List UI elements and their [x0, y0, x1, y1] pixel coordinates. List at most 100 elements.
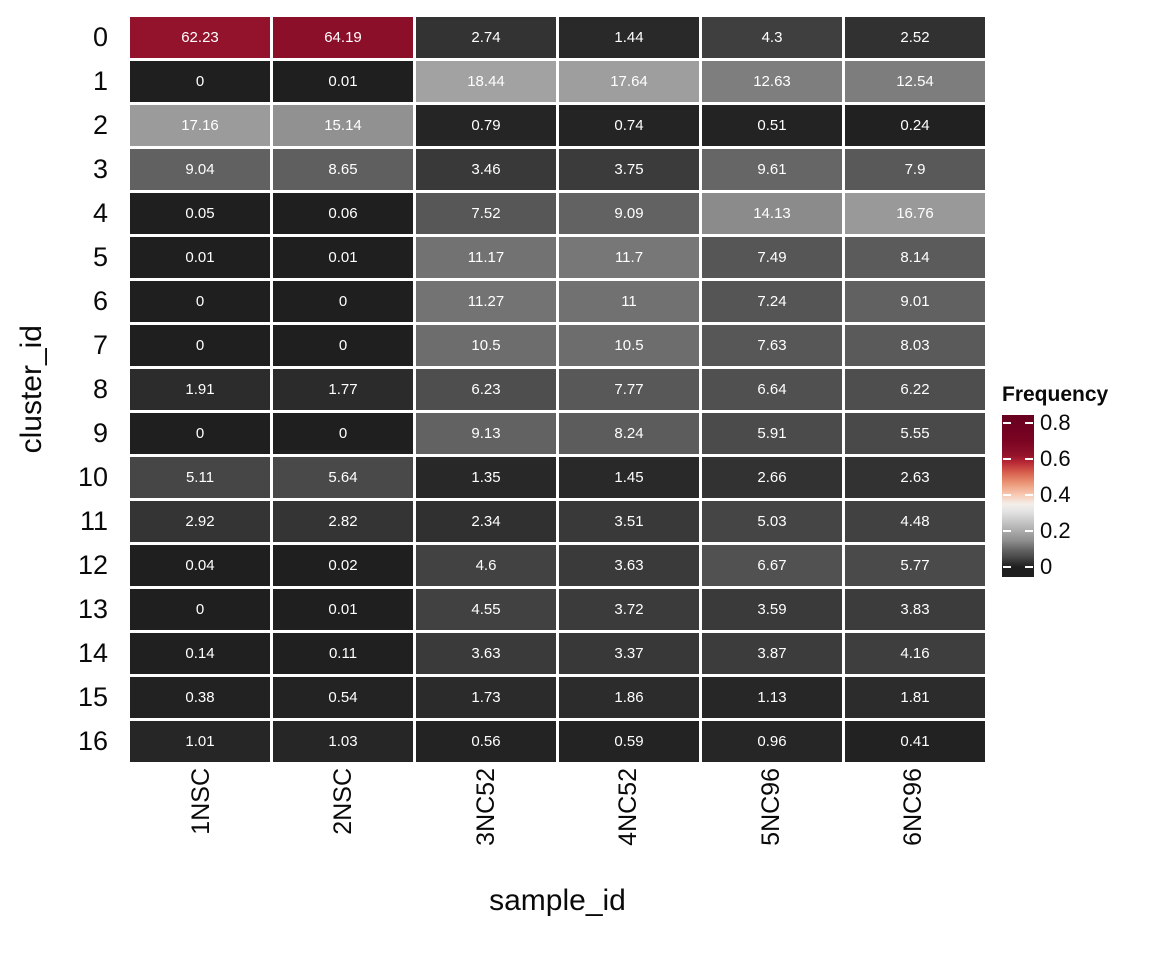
column-tick-slot: 3NC52 [415, 768, 558, 893]
heatmap-cell: 0 [130, 281, 270, 322]
row-tick-label: 13 [77, 594, 108, 624]
legend-tick-label: 0.6 [1040, 445, 1071, 471]
x-axis-title: sample_id [489, 884, 626, 917]
heatmap-cell: 0.11 [273, 633, 413, 674]
heatmap-cell: 12.54 [845, 61, 985, 102]
heatmap-cell: 3.37 [559, 633, 699, 674]
heatmap-cell: 11.27 [416, 281, 556, 322]
legend-tick-mark [1025, 565, 1033, 568]
heatmap-cell: 18.44 [416, 61, 556, 102]
heatmap-cell: 1.35 [416, 457, 556, 498]
legend-tick-mark [1003, 457, 1011, 460]
column-tick-slot: 2NSC [273, 768, 416, 893]
heatmap-cell: 3.87 [702, 633, 842, 674]
heatmap-cell: 15.14 [273, 105, 413, 146]
heatmap-cell: 1.81 [845, 677, 985, 718]
row-tick-label: 15 [77, 682, 108, 712]
legend-colorbar [1002, 415, 1034, 577]
heatmap-cell: 7.77 [559, 369, 699, 410]
heatmap-cell: 2.74 [416, 17, 556, 58]
column-tick-label: 2NSC [329, 768, 358, 835]
heatmap-cell: 6.22 [845, 369, 985, 410]
heatmap-cell: 0.54 [273, 677, 413, 718]
heatmap-cell: 0.51 [702, 105, 842, 146]
heatmap-cell: 0 [130, 61, 270, 102]
column-tick-slot: 4NC52 [558, 768, 701, 893]
heatmap-cell: 6.23 [416, 369, 556, 410]
row-tick-label: 2 [92, 110, 108, 140]
heatmap-cell: 5.77 [845, 545, 985, 586]
legend-tick-mark [1025, 421, 1033, 424]
legend-tick-mark [1025, 457, 1033, 460]
heatmap-cell: 4.48 [845, 501, 985, 542]
heatmap-cell: 1.91 [130, 369, 270, 410]
row-tick-label: 14 [77, 638, 108, 668]
heatmap-cell: 8.03 [845, 325, 985, 366]
row-tick-label: 7 [92, 330, 108, 360]
heatmap-cell: 3.75 [559, 149, 699, 190]
heatmap-cell: 7.9 [845, 149, 985, 190]
heatmap-cell: 9.61 [702, 149, 842, 190]
row-tick-label: 3 [92, 154, 108, 184]
heatmap-cell: 62.23 [130, 17, 270, 58]
heatmap-cell: 1.03 [273, 721, 413, 762]
heatmap-cell: 0.14 [130, 633, 270, 674]
heatmap-cell: 6.67 [702, 545, 842, 586]
heatmap-cell: 0.04 [130, 545, 270, 586]
heatmap-cell: 2.52 [845, 17, 985, 58]
heatmap-cell: 0.79 [416, 105, 556, 146]
legend-tick-label: 0.2 [1040, 517, 1071, 543]
row-tick-label: 0 [92, 22, 108, 52]
heatmap-cell: 6.64 [702, 369, 842, 410]
heatmap-cell: 11.7 [559, 237, 699, 278]
heatmap-cell: 0.01 [130, 237, 270, 278]
heatmap-cell: 11 [559, 281, 699, 322]
legend-tick-mark [1003, 493, 1011, 496]
column-tick-label: 6NC96 [899, 768, 928, 846]
heatmap-cell: 0 [273, 325, 413, 366]
heatmap-cell: 1.01 [130, 721, 270, 762]
legend-tick-label: 0.8 [1040, 409, 1071, 435]
heatmap-cell: 2.92 [130, 501, 270, 542]
heatmap-cell: 10.5 [559, 325, 699, 366]
heatmap-cell: 0.38 [130, 677, 270, 718]
heatmap-cell: 9.04 [130, 149, 270, 190]
legend-tick-label: 0 [1040, 553, 1053, 579]
heatmap-cell: 0.24 [845, 105, 985, 146]
heatmap-cell: 9.01 [845, 281, 985, 322]
heatmap-cell: 3.83 [845, 589, 985, 630]
column-tick-slot: 1NSC [130, 768, 273, 893]
x-axis-tick-labels: 1NSC 2NSC 3NC52 4NC52 5NC96 6NC96 [130, 768, 985, 893]
heatmap-cell: 4.6 [416, 545, 556, 586]
row-tick-label: 8 [92, 374, 108, 404]
row-tick-label: 6 [92, 286, 108, 316]
heatmap-cell: 0.74 [559, 105, 699, 146]
heatmap-cell: 7.24 [702, 281, 842, 322]
heatmap-cell: 1.44 [559, 17, 699, 58]
heatmap-cell: 4.16 [845, 633, 985, 674]
heatmap-cell: 0.01 [273, 589, 413, 630]
legend-tick-mark [1003, 529, 1011, 532]
y-axis-title: cluster_id [15, 325, 48, 454]
heatmap-cell: 5.55 [845, 413, 985, 454]
heatmap-cell: 0.02 [273, 545, 413, 586]
row-tick-label: 5 [92, 242, 108, 272]
legend-tick-mark [1025, 493, 1033, 496]
heatmap-cell: 2.82 [273, 501, 413, 542]
heatmap-cell: 0 [273, 413, 413, 454]
heatmap-cell: 16.76 [845, 193, 985, 234]
heatmap-grid: 62.23 64.19 2.74 1.44 4.3 2.52 0 0.01 18.44 17.64… [130, 17, 985, 762]
heatmap-cell: 2.34 [416, 501, 556, 542]
y-axis-title-wrap: cluster_id [10, 17, 54, 762]
heatmap-cell: 8.24 [559, 413, 699, 454]
heatmap-cell: 17.64 [559, 61, 699, 102]
heatmap-cell: 2.63 [845, 457, 985, 498]
legend-tick-mark [1003, 421, 1011, 424]
row-tick-label: 1 [92, 66, 108, 96]
heatmap-cell: 3.72 [559, 589, 699, 630]
heatmap-cell: 0.05 [130, 193, 270, 234]
heatmap-cell: 5.91 [702, 413, 842, 454]
row-tick-label: 9 [92, 418, 108, 448]
heatmap-cell: 0.41 [845, 721, 985, 762]
row-tick-label: 12 [77, 550, 108, 580]
